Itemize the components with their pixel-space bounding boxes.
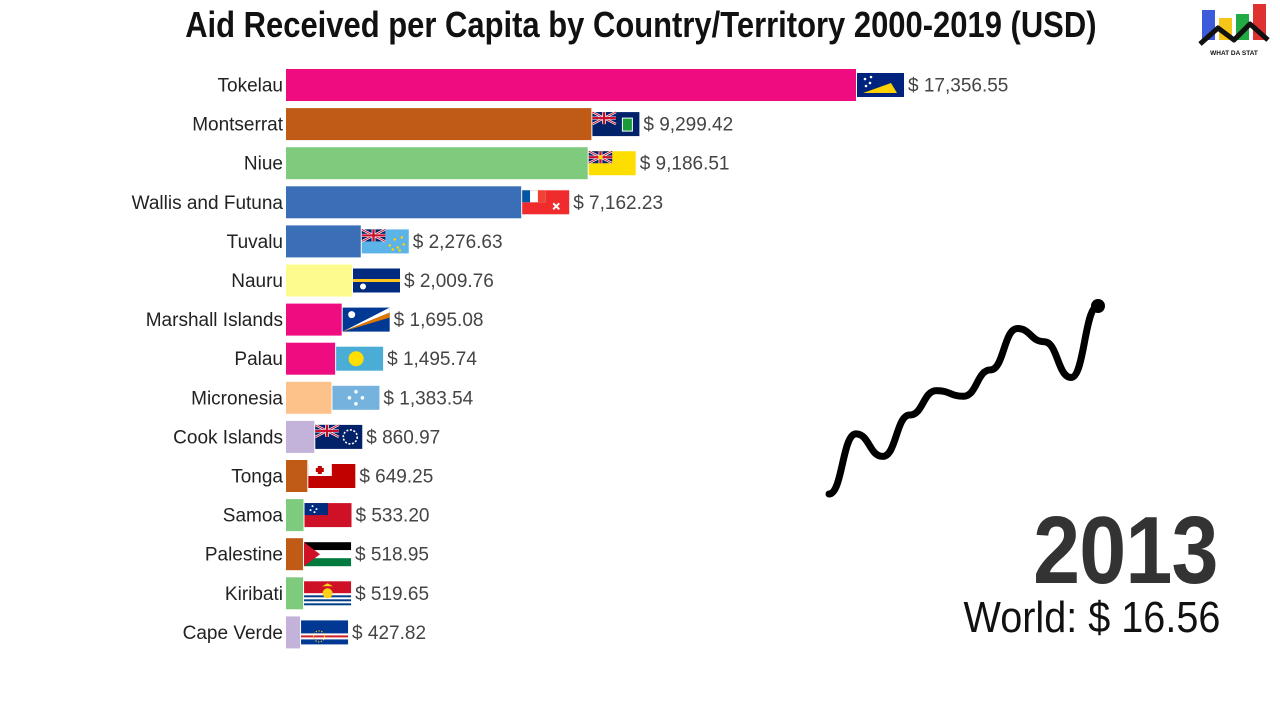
bar [286, 616, 301, 649]
wallis-and-futuna-flag-icon [522, 190, 570, 215]
category-label: Marshall Islands [146, 310, 283, 331]
value-label: $ 518.95 [355, 545, 429, 566]
year-counter: 2013 [1033, 497, 1219, 604]
category-label: Cook Islands [173, 427, 283, 448]
tokelau-flag-icon [857, 73, 904, 97]
category-label: Tonga [231, 467, 283, 488]
bar-row: Samoa $ 533.20 [223, 499, 430, 532]
category-label: Tuvalu [227, 232, 283, 253]
marshall-islands-flag-icon [342, 307, 390, 332]
bar-row: Micronesia $ 1,383.54 [191, 381, 474, 414]
bar-row: Montserrat $ 9,299.42 [192, 108, 733, 141]
samoa-flag-icon [304, 503, 352, 528]
bar-row: Tokelau $ 17,356.55 [218, 69, 1008, 101]
category-label: Samoa [223, 506, 284, 527]
chart-title: Aid Received per Capita by Country/Terri… [185, 4, 1097, 45]
bar-row: Niue $ 9,186.51 [244, 147, 730, 180]
nauru-flag-icon [353, 268, 401, 293]
bar [286, 538, 304, 571]
bar [286, 69, 856, 101]
bar [286, 225, 361, 258]
value-label: $ 2,276.63 [413, 232, 503, 253]
category-label: Montserrat [192, 115, 284, 136]
category-label: Palau [234, 349, 283, 370]
value-label: $ 1,695.08 [394, 310, 484, 331]
cape-verde-flag-icon [301, 620, 349, 645]
value-label: $ 533.20 [356, 506, 430, 527]
bar [286, 186, 522, 219]
world-label: World: [963, 593, 1077, 642]
value-label: $ 519.65 [355, 584, 429, 605]
category-label: Palestine [205, 545, 283, 566]
category-label: Wallis and Futuna [132, 193, 284, 214]
world-average: World: $ 16.56 [963, 596, 1220, 640]
bar [286, 264, 353, 297]
bar [286, 499, 304, 532]
value-label: $ 17,356.55 [908, 76, 1008, 97]
bar-row: Cook Islands $ 860.97 [173, 420, 440, 453]
category-label: Niue [244, 154, 283, 175]
tonga-flag-icon [308, 464, 356, 488]
bars-layer: Tokelau $ 17,356.55 Montserrat $ 9,299.42 Ni… [132, 69, 1008, 649]
bar [286, 381, 332, 414]
palestine-flag-icon [304, 542, 352, 567]
bar-chart-logo-icon: WHAT DA STAT [1198, 4, 1270, 57]
value-label: $ 860.97 [366, 427, 440, 448]
bar-row: Palestine $ 518.95 [205, 538, 429, 571]
bar [286, 303, 342, 336]
category-label: Micronesia [191, 388, 283, 409]
bar-row: Nauru $ 2,009.76 [231, 264, 494, 297]
micronesia-flag-icon [332, 385, 380, 410]
bar [286, 577, 304, 610]
value-label: $ 649.25 [359, 467, 433, 488]
category-label: Tokelau [218, 76, 284, 97]
bar [286, 108, 592, 141]
bar [286, 147, 588, 180]
value-label: $ 1,495.74 [387, 349, 477, 370]
bar-row: Tuvalu $ 2,276.63 [227, 225, 503, 258]
tuvalu-flag-icon [361, 228, 409, 254]
bar-row: Cape Verde $ 427.82 [183, 616, 426, 649]
bar-row: Wallis and Futuna $ 7,162.23 [132, 186, 663, 219]
bar [286, 342, 336, 375]
bar-row: Tonga $ 649.25 [231, 460, 433, 492]
bar-row: Kiribati $ 519.65 [225, 577, 429, 610]
value-label: $ 2,009.76 [404, 271, 494, 292]
world-value: $ 16.56 [1087, 593, 1220, 642]
montserrat-flag-icon [591, 111, 640, 137]
bar-row: Marshall Islands $ 1,695.08 [146, 303, 484, 336]
cook-islands-flag-icon [314, 423, 363, 449]
palau-flag-icon [336, 346, 384, 371]
kiribati-flag-icon [304, 581, 352, 606]
category-label: Cape Verde [183, 623, 283, 644]
logo-text: WHAT DA STAT [1210, 50, 1258, 57]
value-label: $ 9,299.42 [643, 115, 733, 136]
bar-row: Palau $ 1,495.74 [234, 342, 477, 375]
bar [286, 420, 315, 453]
category-label: Kiribati [225, 584, 283, 605]
value-label: $ 1,383.54 [383, 388, 473, 409]
niue-flag-icon [588, 150, 636, 176]
value-label: $ 427.82 [352, 623, 426, 644]
category-label: Nauru [231, 271, 283, 292]
value-label: $ 7,162.23 [573, 193, 663, 214]
bar [286, 460, 308, 492]
value-label: $ 9,186.51 [640, 154, 730, 175]
